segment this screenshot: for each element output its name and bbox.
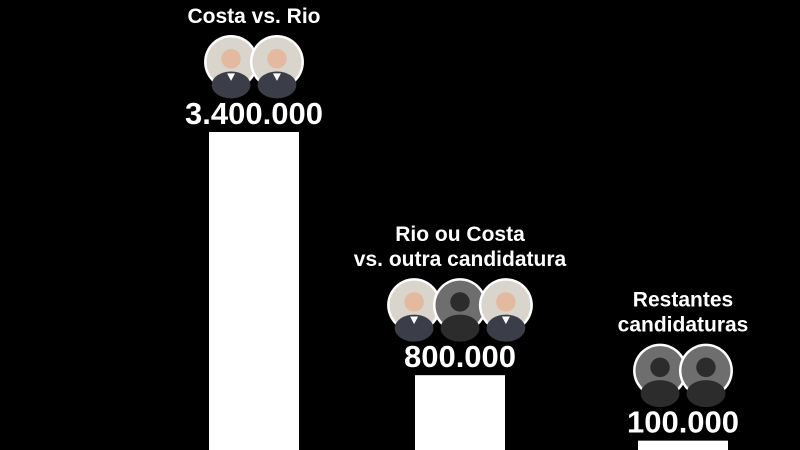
- value-label: 800.000: [404, 339, 516, 374]
- category-label: Costa vs. Rio: [187, 5, 320, 28]
- category-label: Restantes candidaturas: [618, 289, 749, 337]
- bar: [415, 375, 505, 450]
- bar-group: 800.000 Rio ou Costa vs. outra candidatura: [354, 223, 567, 450]
- bar: [638, 440, 728, 450]
- bar-group: 3.400.000 Costa vs. Rio: [185, 5, 323, 450]
- value-label: 100.000: [627, 405, 739, 440]
- bar-group: 100.000 Restantes candidaturas: [618, 289, 749, 450]
- person-photo-icon: [249, 35, 304, 99]
- person-photo-icon: [478, 278, 533, 342]
- person-silhouette-icon: [678, 343, 733, 408]
- person-silhouette-icon: [633, 343, 688, 408]
- person-silhouette-icon: [433, 278, 487, 342]
- value-label: 3.400.000: [185, 96, 323, 131]
- person-photo-icon: [387, 278, 442, 342]
- category-label: Rio ou Costa vs. outra candidatura: [354, 223, 567, 271]
- bar: [209, 132, 299, 450]
- person-photo-icon: [204, 35, 259, 99]
